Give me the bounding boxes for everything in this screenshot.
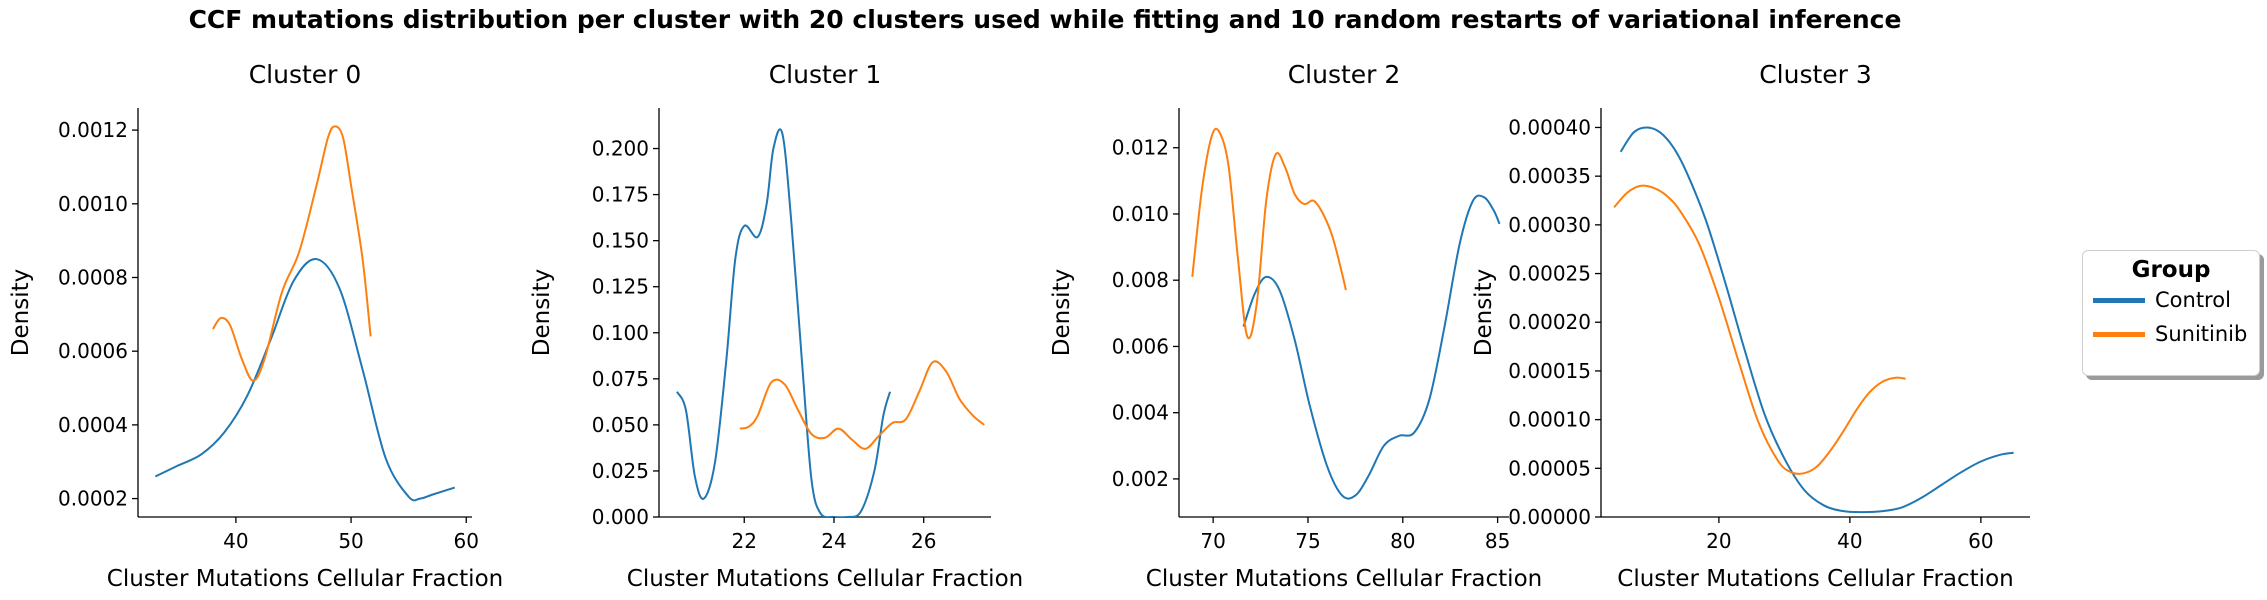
y-tick-label: 0.0010: [58, 192, 128, 216]
y-tick-label: 0.00020: [1508, 310, 1591, 334]
y-tick-label: 0.002: [1112, 467, 1169, 491]
y-tick-label: 0.0008: [58, 265, 128, 289]
x-tick-label: 60: [1968, 529, 1993, 553]
y-tick-label: 0.010: [1112, 202, 1169, 226]
series-line-control: [1242, 194, 1501, 500]
y-axis-label: Density: [1049, 269, 1075, 356]
series-line-sunitinib: [739, 360, 985, 450]
legend-item-sunitinib: Sunitinib: [2093, 317, 2259, 351]
y-tick-label: 0.00040: [1508, 115, 1591, 139]
y-tick-label: 0.150: [592, 229, 649, 253]
series-line-sunitinib: [1191, 127, 1347, 340]
x-tick-label: 22: [732, 529, 757, 553]
legend-item-control: Control: [2093, 283, 2259, 317]
legend-title: Group: [2131, 257, 2211, 283]
legend: Group Control Sunitinib: [2082, 250, 2260, 376]
x-tick-label: 85: [1485, 529, 1510, 553]
y-tick-label: 0.004: [1112, 401, 1169, 425]
x-tick-label: 75: [1295, 529, 1320, 553]
x-tick-label: 50: [338, 529, 363, 553]
y-tick-label: 0.008: [1112, 268, 1169, 292]
y-tick-label: 0.0002: [58, 487, 128, 511]
figure-suptitle: CCF mutations distribution per cluster w…: [188, 5, 1902, 34]
y-tick-label: 0.0006: [58, 339, 128, 363]
subplot-title: Cluster 1: [769, 60, 882, 89]
x-axis-label: Cluster Mutations Cellular Fraction: [107, 566, 503, 592]
x-tick-label: 26: [911, 529, 936, 553]
x-tick-label: 40: [223, 529, 248, 553]
x-tick-label: 20: [1706, 529, 1731, 553]
y-tick-label: 0.175: [592, 183, 649, 207]
legend-label-sunitinib: Sunitinib: [2155, 322, 2248, 346]
legend-swatch-sunitinib: [2093, 331, 2145, 337]
subplot-0: Cluster 0 Cluster Mutations Cellular Frac…: [8, 60, 503, 592]
y-tick-label: 0.075: [592, 367, 649, 391]
legend-label-control: Control: [2155, 288, 2231, 312]
y-tick-label: 0.0012: [58, 118, 128, 142]
x-tick-label: 70: [1200, 529, 1225, 553]
y-tick-label: 0.000: [592, 505, 649, 529]
series-line-sunitinib: [212, 125, 372, 382]
y-tick-label: 0.00015: [1508, 359, 1591, 383]
x-axis-label: Cluster Mutations Cellular Fraction: [627, 566, 1023, 592]
y-tick-label: 0.00035: [1508, 164, 1591, 188]
x-axis-label: Cluster Mutations Cellular Fraction: [1617, 566, 2013, 592]
y-tick-label: 0.00010: [1508, 408, 1591, 432]
y-tick-label: 0.0004: [58, 413, 128, 437]
subplot-title: Cluster 3: [1759, 60, 1872, 89]
y-tick-label: 0.00025: [1508, 262, 1591, 286]
subplot-3: Cluster 3 Cluster Mutations Cellular Frac…: [1471, 60, 2030, 592]
y-tick-label: 0.012: [1112, 136, 1169, 160]
x-tick-label: 80: [1390, 529, 1415, 553]
legend-swatch-control: [2093, 297, 2145, 303]
x-tick-label: 60: [454, 529, 479, 553]
y-tick-label: 0.00030: [1508, 213, 1591, 237]
x-tick-label: 24: [821, 529, 846, 553]
y-tick-label: 0.125: [592, 275, 649, 299]
subplot-title: Cluster 2: [1288, 60, 1401, 89]
y-tick-label: 0.200: [592, 137, 649, 161]
x-tick-label: 40: [1837, 529, 1862, 553]
series-line-control: [154, 258, 456, 502]
y-axis-label: Density: [8, 269, 34, 356]
y-tick-label: 0.100: [592, 321, 649, 345]
y-tick-label: 0.00005: [1508, 456, 1591, 480]
y-axis-label: Density: [1471, 269, 1497, 356]
series-line-control: [1619, 126, 2014, 514]
series-line-control: [676, 128, 892, 517]
y-tick-label: 0.025: [592, 459, 649, 483]
y-tick-label: 0.050: [592, 413, 649, 437]
y-tick-label: 0.006: [1112, 334, 1169, 358]
subplot-title: Cluster 0: [249, 60, 362, 89]
subplot-2: Cluster 2 Cluster Mutations Cellular Frac…: [1049, 60, 1542, 592]
series-line-sunitinib: [1613, 184, 1906, 475]
subplot-1: Cluster 1 Cluster Mutations Cellular Frac…: [529, 60, 1023, 592]
x-axis-label: Cluster Mutations Cellular Fraction: [1146, 566, 1542, 592]
y-tick-label: 0.00000: [1508, 505, 1591, 529]
y-axis-label: Density: [529, 269, 555, 356]
